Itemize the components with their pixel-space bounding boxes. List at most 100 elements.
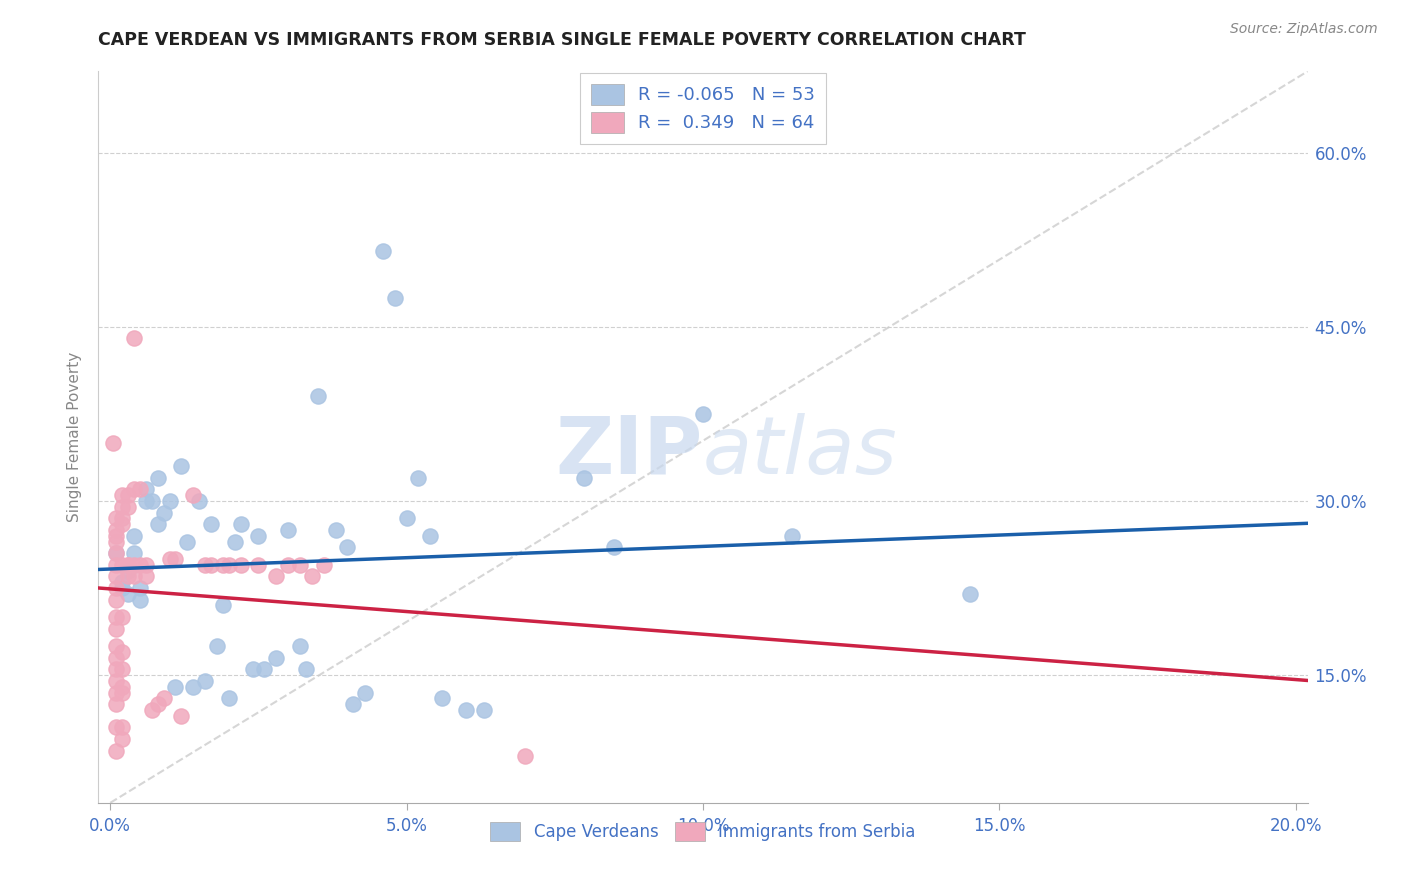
Point — [277, 523, 299, 537]
Point — [105, 569, 128, 583]
Point — [135, 558, 157, 572]
Point — [146, 697, 169, 711]
Point — [129, 558, 152, 572]
Point — [336, 541, 359, 555]
Text: Source: ZipAtlas.com: Source: ZipAtlas.com — [1230, 22, 1378, 37]
Point — [117, 587, 139, 601]
Point — [105, 743, 128, 757]
Point — [194, 558, 217, 572]
Point — [181, 680, 204, 694]
Point — [105, 650, 128, 665]
Point — [135, 483, 157, 497]
Point — [122, 529, 145, 543]
Point — [122, 331, 145, 345]
Point — [288, 639, 311, 653]
Point — [105, 546, 128, 560]
Point — [574, 471, 596, 485]
Point — [212, 558, 235, 572]
Point — [105, 610, 128, 624]
Point — [103, 436, 125, 450]
Point — [117, 488, 139, 502]
Point — [325, 523, 347, 537]
Point — [105, 523, 128, 537]
Point — [384, 291, 406, 305]
Point — [111, 488, 134, 502]
Point — [152, 691, 174, 706]
Point — [229, 517, 252, 532]
Point — [129, 581, 152, 595]
Point — [247, 558, 270, 572]
Point — [111, 500, 134, 514]
Point — [277, 558, 299, 572]
Point — [122, 558, 145, 572]
Point — [111, 662, 134, 676]
Point — [105, 592, 128, 607]
Point — [111, 511, 134, 525]
Point — [454, 703, 477, 717]
Point — [111, 581, 134, 595]
Point — [105, 685, 128, 699]
Point — [205, 639, 228, 653]
Point — [692, 407, 714, 421]
Point — [242, 662, 264, 676]
Point — [105, 639, 128, 653]
Point — [264, 569, 287, 583]
Point — [135, 569, 157, 583]
Point — [111, 610, 134, 624]
Point — [472, 703, 495, 717]
Point — [342, 697, 364, 711]
Point — [122, 569, 145, 583]
Point — [159, 494, 181, 508]
Point — [105, 546, 128, 560]
Point — [354, 685, 377, 699]
Point — [312, 558, 335, 572]
Text: ZIP: ZIP — [555, 413, 703, 491]
Point — [105, 534, 128, 549]
Point — [264, 650, 287, 665]
Point — [111, 680, 134, 694]
Point — [170, 459, 193, 474]
Point — [111, 731, 134, 746]
Point — [111, 558, 134, 572]
Point — [122, 483, 145, 497]
Point — [117, 500, 139, 514]
Point — [105, 581, 128, 595]
Point — [111, 517, 134, 532]
Point — [200, 517, 222, 532]
Point — [111, 720, 134, 734]
Point — [165, 552, 187, 566]
Point — [117, 564, 139, 578]
Point — [247, 529, 270, 543]
Point — [105, 529, 128, 543]
Point — [218, 691, 240, 706]
Point — [307, 389, 329, 403]
Point — [105, 558, 128, 572]
Point — [152, 506, 174, 520]
Point — [288, 558, 311, 572]
Point — [194, 673, 217, 688]
Point — [105, 673, 128, 688]
Point — [117, 558, 139, 572]
Point — [111, 645, 134, 659]
Point — [146, 471, 169, 485]
Point — [188, 494, 211, 508]
Point — [146, 517, 169, 532]
Point — [408, 471, 430, 485]
Point — [135, 494, 157, 508]
Point — [141, 494, 163, 508]
Y-axis label: Single Female Poverty: Single Female Poverty — [67, 352, 83, 522]
Point — [129, 592, 152, 607]
Point — [105, 622, 128, 636]
Point — [395, 511, 418, 525]
Point — [105, 662, 128, 676]
Point — [105, 720, 128, 734]
Point — [165, 680, 187, 694]
Point — [432, 691, 454, 706]
Point — [224, 534, 246, 549]
Point — [117, 569, 139, 583]
Point — [229, 558, 252, 572]
Point — [181, 488, 204, 502]
Point — [212, 599, 235, 613]
Point — [122, 546, 145, 560]
Point — [419, 529, 441, 543]
